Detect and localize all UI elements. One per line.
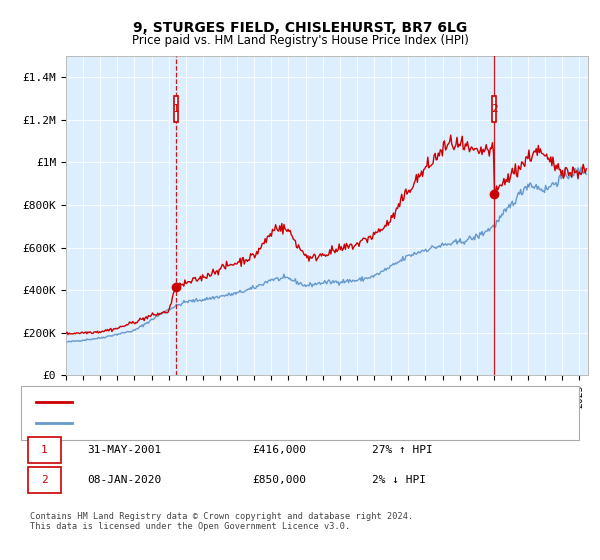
Text: 9, STURGES FIELD, CHISLEHURST, BR7 6LG: 9, STURGES FIELD, CHISLEHURST, BR7 6LG [133, 21, 467, 35]
Text: 1: 1 [173, 104, 179, 114]
Text: 08-JAN-2020: 08-JAN-2020 [87, 475, 161, 485]
Text: 2% ↓ HPI: 2% ↓ HPI [372, 475, 426, 485]
Text: Contains HM Land Registry data © Crown copyright and database right 2024.
This d: Contains HM Land Registry data © Crown c… [30, 512, 413, 531]
Text: £416,000: £416,000 [252, 445, 306, 455]
FancyBboxPatch shape [492, 96, 496, 122]
Text: 31-MAY-2001: 31-MAY-2001 [87, 445, 161, 455]
Text: 2: 2 [41, 475, 48, 485]
Text: 2: 2 [491, 104, 497, 114]
FancyBboxPatch shape [174, 96, 178, 122]
Text: Price paid vs. HM Land Registry's House Price Index (HPI): Price paid vs. HM Land Registry's House … [131, 34, 469, 46]
Text: HPI: Average price, detached house, Bromley: HPI: Average price, detached house, Brom… [84, 418, 353, 428]
Text: 27% ↑ HPI: 27% ↑ HPI [372, 445, 433, 455]
Text: 1: 1 [41, 445, 48, 455]
Text: £850,000: £850,000 [252, 475, 306, 485]
Text: 9, STURGES FIELD, CHISLEHURST, BR7 6LG (detached house): 9, STURGES FIELD, CHISLEHURST, BR7 6LG (… [84, 396, 428, 407]
